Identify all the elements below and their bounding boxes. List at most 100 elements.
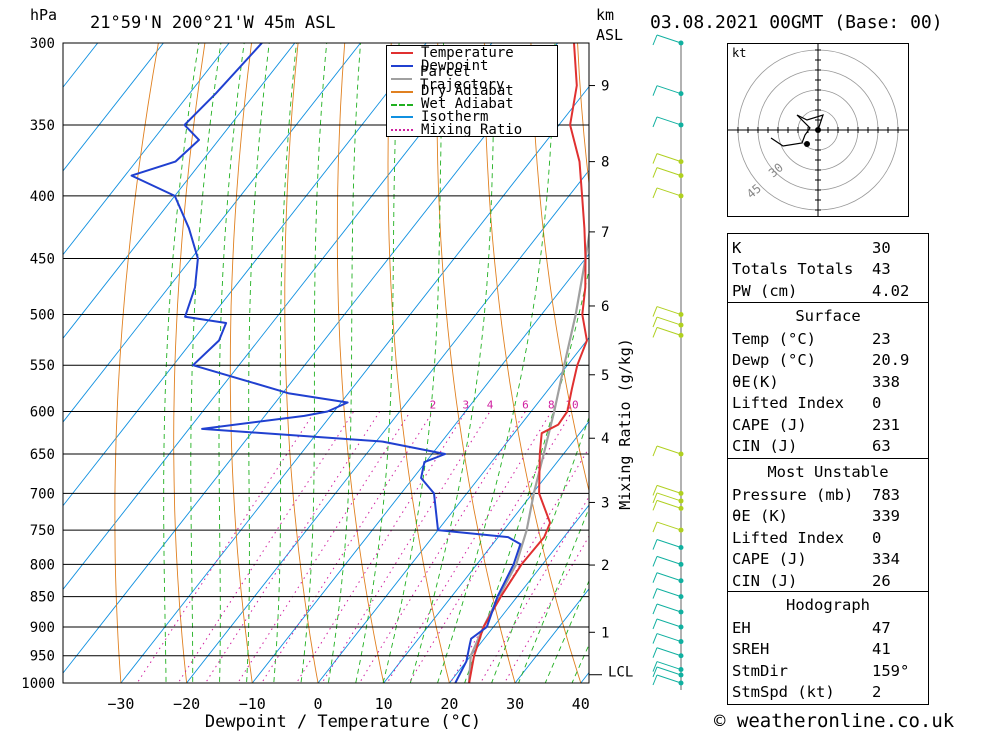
pressure-tick-label: 300 (30, 36, 55, 52)
wind-barb-flag (652, 85, 658, 96)
tt-label: Totals Totals (732, 260, 854, 279)
legend-item: Mixing Ratio (391, 121, 557, 138)
wind-barb-flag (652, 306, 658, 317)
wind-barb-flag (652, 556, 658, 567)
legend-swatch (391, 129, 413, 132)
wind-barb-flag (652, 445, 658, 457)
km-tick-label: 8 (601, 155, 609, 171)
wind-barb-flag (652, 521, 658, 533)
wind-barb (656, 674, 682, 684)
isotherm-line (63, 43, 296, 340)
most-unstable-title: Most Unstable (767, 463, 889, 481)
k-label: K (732, 238, 742, 257)
index-row: θE(K) 338 (728, 371, 928, 393)
mixing-ratio-label: 25 (655, 398, 668, 411)
pressure-tick-label: 650 (30, 447, 55, 463)
index-row: θE (K) 339 (728, 506, 928, 528)
wet-adiabat-line (190, 43, 222, 683)
legend-swatch (391, 103, 413, 106)
datetime-title: 03.08.2021 00GMT (Base: 00) (650, 12, 943, 33)
isotherm-line (63, 43, 362, 423)
km-tick-label: 6 (601, 299, 609, 315)
index-label: θE (K) (732, 507, 788, 526)
temperature-tick-label: 10 (375, 695, 393, 713)
wind-barb-flag (652, 116, 658, 128)
parcel-trajectory-line (468, 228, 589, 683)
pw-label: PW (cm) (732, 281, 798, 300)
index-value: 47 (872, 618, 891, 637)
index-value: 20.9 (872, 351, 910, 370)
index-label: CIN (J) (732, 437, 798, 456)
hodograph-origin (815, 127, 821, 133)
legend-label: Mixing Ratio (421, 121, 523, 138)
wet-adiabat-line (491, 416, 589, 683)
legend-item: Dry Adiabat (391, 85, 557, 98)
wind-barb (656, 572, 682, 582)
index-label: EH (732, 618, 751, 637)
mixing-ratio-line (261, 411, 434, 683)
copyright[interactable]: © weatheronline.co.uk (714, 710, 955, 732)
dry-adiabat-line (436, 43, 516, 683)
legend-label: Wet Adiabat (421, 96, 514, 113)
wind-barb-flag (652, 647, 658, 658)
wind-barb-flag (652, 666, 658, 678)
wind-barb-flag (652, 153, 658, 164)
index-row: CIN (J) 26 (728, 570, 928, 592)
wet-adiabat-line (300, 43, 328, 683)
wind-barb (656, 326, 682, 336)
pressure-tick-label: 950 (30, 649, 55, 665)
dry-adiabat-line (483, 43, 582, 683)
mixing-ratio-axis-label: Mixing Ratio (g/kg) (616, 338, 634, 510)
legend-item: Wet Adiabat (391, 96, 557, 113)
wind-barb-flag (652, 633, 658, 644)
index-label: Dewp (°C) (732, 351, 816, 370)
index-label: Temp (°C) (732, 329, 816, 348)
mixing-ratio-line (358, 411, 526, 683)
mixing-ratio-label: 8 (548, 398, 555, 411)
wind-barb (656, 603, 682, 613)
most-unstable-table: Most Unstable Pressure (mb) 783 θE (K) 339 L… (727, 458, 929, 593)
index-label: CIN (J) (732, 571, 798, 590)
index-value: 63 (872, 437, 891, 456)
wind-barb-flag (652, 167, 658, 178)
wind-barb (656, 306, 682, 316)
mixing-ratio-label: 2 (430, 398, 437, 411)
mixing-ratio-line (177, 411, 355, 683)
wet-adiabat-line (544, 579, 589, 683)
index-value: 0 (872, 528, 882, 547)
isotherm-line (63, 43, 427, 507)
pressure-tick-label: 400 (30, 189, 55, 205)
wind-barb (656, 618, 682, 628)
index-value: 231 (872, 415, 900, 434)
index-row: Pressure (mb) 783 (728, 484, 928, 506)
pressure-tick-label: 800 (30, 557, 55, 573)
index-value: 338 (872, 372, 900, 391)
km-tick-label: 4 (601, 431, 609, 447)
isotherm-line (186, 169, 589, 683)
index-row: Lifted Index 0 (728, 393, 928, 415)
mixing-ratio-line (386, 411, 552, 683)
index-row: StmSpd (kt) 2 (728, 682, 928, 704)
legend-swatch (391, 90, 413, 93)
hpa-label: hPa (30, 6, 57, 24)
temperature-tick-label: −30 (107, 695, 134, 713)
index-row: Lifted Index 0 (728, 527, 928, 549)
pressure-tick-label: 850 (30, 590, 55, 606)
index-value: 334 (872, 550, 900, 569)
mixing-ratio-line (503, 535, 589, 683)
mixing-ratio-line (408, 411, 573, 683)
isotherm-line (514, 588, 589, 683)
mixing-ratio-label: 6 (522, 398, 529, 411)
isotherm-line (317, 337, 589, 683)
wind-barb-flag (652, 485, 658, 496)
isotherm-line (63, 43, 164, 172)
temperature-tick-label: −10 (239, 695, 266, 713)
mixing-ratio-label: 20 (633, 398, 646, 411)
wind-barb (656, 661, 682, 671)
wind-barb (656, 34, 682, 44)
hodograph-storm-motion (804, 141, 810, 147)
index-row: CIN (J) 63 (728, 436, 928, 458)
index-label: SREH (732, 640, 770, 659)
location-title: 21°59'N 200°21'W 45m ASL (90, 13, 336, 33)
